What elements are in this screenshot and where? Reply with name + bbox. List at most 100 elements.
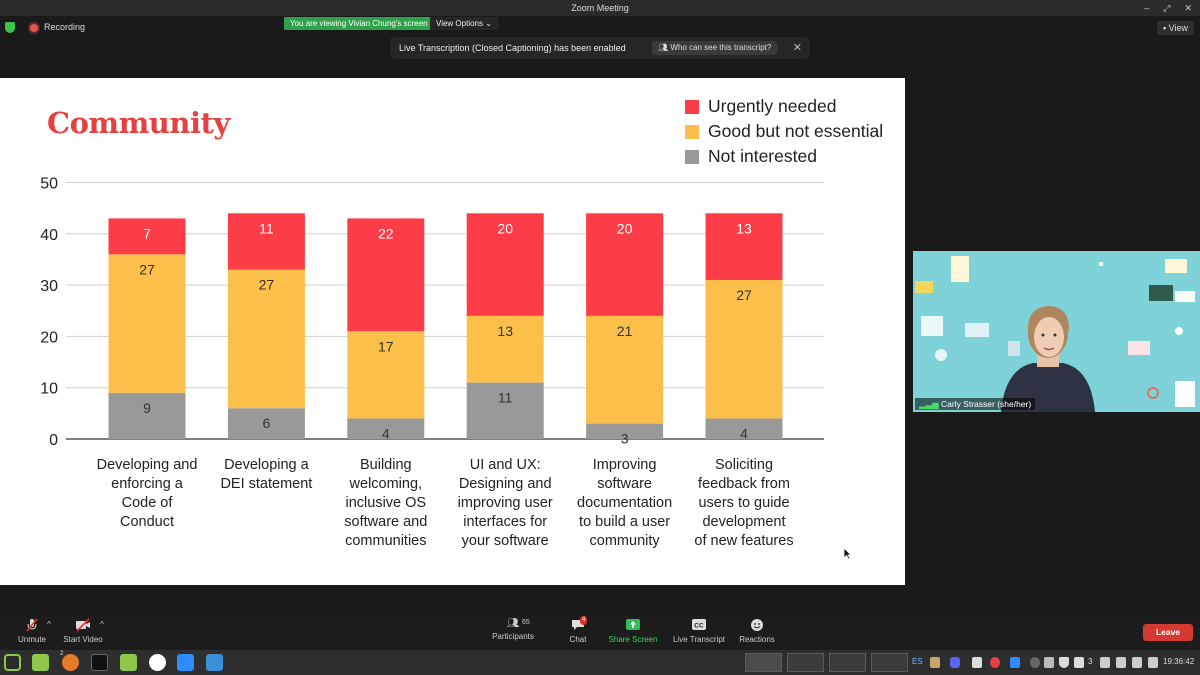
participants-count: 65 xyxy=(522,619,530,626)
people-icon: 👥︎ xyxy=(658,43,671,52)
participant-video-tile[interactable]: ▂▃▅ Carly Strasser (she/her) xyxy=(913,251,1200,412)
bar-segment xyxy=(586,213,664,316)
bar-data-label: 11 xyxy=(498,390,513,406)
leave-button[interactable]: Leave xyxy=(1143,624,1193,641)
keyboard-layout[interactable]: ES xyxy=(912,657,923,666)
legend-swatch-not-interested xyxy=(685,149,699,164)
x-category-label: users to guide xyxy=(698,495,789,511)
bar-segment xyxy=(108,392,186,439)
close-icon[interactable]: ✕ xyxy=(792,42,802,54)
x-category-label: communities xyxy=(345,533,426,549)
window-title: Zoom Meeting xyxy=(571,3,629,13)
screenshot-icon[interactable] xyxy=(206,654,223,671)
view-options-button[interactable]: View Options ⌄ xyxy=(430,17,498,30)
bar-data-label: 20 xyxy=(617,220,633,236)
toast-message: Live Transcription (Closed Captioning) h… xyxy=(399,43,626,53)
live-transcript-button[interactable]: CC Live Transcript xyxy=(668,618,730,644)
firefox-icon[interactable] xyxy=(62,654,79,671)
workspace-2[interactable] xyxy=(787,653,824,672)
legend-label: Not interested xyxy=(708,146,817,166)
participants-button[interactable]: 👥︎ 65 Participants xyxy=(488,618,538,641)
participants-label: Participants xyxy=(492,632,534,641)
shield-tray-icon[interactable] xyxy=(1059,657,1069,668)
legend-swatch-urgent xyxy=(685,99,699,114)
tray-count: 3 xyxy=(1088,657,1093,666)
x-category-label: Soliciting xyxy=(715,457,773,473)
participants-icon: 👥︎ xyxy=(506,618,520,629)
window-controls: – ⤢ ✕ xyxy=(1144,0,1192,16)
terminal-icon[interactable] xyxy=(91,654,108,671)
rocket-icon[interactable] xyxy=(1074,657,1084,668)
x-category-label: Improving xyxy=(593,457,657,473)
unmute-button[interactable]: Unmute xyxy=(14,618,50,644)
y-tick-label: 20 xyxy=(40,329,58,346)
start-video-button[interactable]: Start Video xyxy=(60,618,106,644)
restore-button[interactable]: ⤢ xyxy=(1163,3,1171,13)
folder-icon[interactable] xyxy=(120,654,137,671)
view-button[interactable]: ▪ View xyxy=(1156,21,1194,35)
start-video-label: Start Video xyxy=(63,635,103,644)
update-icon[interactable] xyxy=(1030,657,1040,668)
copy-icon[interactable] xyxy=(1044,657,1054,668)
x-category-label: development xyxy=(702,514,785,530)
x-category-label: to build a user xyxy=(579,514,670,530)
workspace-1[interactable] xyxy=(745,653,782,672)
files-icon[interactable] xyxy=(32,654,49,671)
bar-data-label: 6 xyxy=(263,415,271,431)
clipboard-icon[interactable] xyxy=(930,657,940,668)
volume-icon[interactable] xyxy=(1132,657,1142,668)
video-options-caret[interactable]: ^ xyxy=(100,620,104,629)
slack-tray-icon[interactable] xyxy=(972,657,982,668)
network-icon[interactable] xyxy=(1100,657,1110,668)
bar-data-label: 4 xyxy=(740,425,748,441)
participant-name: Carly Strasser (she/her) xyxy=(940,399,1032,409)
wifi-icon[interactable] xyxy=(1116,657,1126,668)
bar-data-label: 21 xyxy=(617,323,633,339)
notification-icon[interactable] xyxy=(990,657,1000,668)
x-category-label: enforcing a xyxy=(111,476,184,492)
svg-text:CC: CC xyxy=(694,623,704,630)
chart-legend: Urgently needed Good but not essential N… xyxy=(685,94,883,169)
battery-icon[interactable] xyxy=(1148,657,1158,668)
signal-bars-icon: ▂▃▅ xyxy=(919,399,941,409)
chat-button[interactable]: 4 Chat xyxy=(563,616,593,644)
minimize-button[interactable]: – xyxy=(1144,3,1150,13)
mouse-cursor-icon xyxy=(843,547,852,560)
smiley-icon xyxy=(751,619,763,631)
chat-label: Chat xyxy=(569,635,587,644)
who-can-see-transcript-button[interactable]: 👥︎ Who can see this transcript? xyxy=(652,41,778,55)
bar-data-label: 20 xyxy=(497,220,513,236)
view-button-label: View xyxy=(1168,23,1188,33)
discord-icon[interactable] xyxy=(950,657,960,668)
x-category-label: Developing and xyxy=(97,457,198,473)
bar-segment xyxy=(466,315,544,383)
slack-icon[interactable] xyxy=(149,654,166,671)
bar-data-label: 22 xyxy=(378,225,394,241)
y-tick-label: 40 xyxy=(40,227,58,244)
unmute-label: Unmute xyxy=(17,635,46,644)
y-tick-label: 50 xyxy=(40,176,58,193)
audio-options-caret[interactable]: ^ xyxy=(47,620,51,629)
toast-link-label: Who can see this transcript? xyxy=(670,43,772,52)
bar-data-label: 4 xyxy=(382,425,390,441)
zoom-tray-icon[interactable] xyxy=(1010,657,1020,668)
start-menu-icon[interactable] xyxy=(4,654,21,671)
chat-badge: 4 xyxy=(580,616,588,625)
security-shield-icon[interactable] xyxy=(5,22,15,33)
close-window-button[interactable]: ✕ xyxy=(1184,3,1192,13)
zoom-icon[interactable] xyxy=(177,654,194,671)
bar-segment xyxy=(586,423,664,439)
x-category-label: inclusive OS xyxy=(346,495,427,511)
bar-data-label: 7 xyxy=(143,225,151,241)
workspace-3[interactable] xyxy=(829,653,866,672)
workspace-4[interactable] xyxy=(871,653,908,672)
bar-data-label: 13 xyxy=(736,220,752,236)
recording-dot-icon xyxy=(30,24,38,32)
bar-segment xyxy=(108,218,186,255)
share-screen-button[interactable]: Share Screen xyxy=(604,618,662,644)
video-feed-image xyxy=(913,251,1200,412)
bar-segment xyxy=(705,279,783,419)
legend-label: Good but not essential xyxy=(708,121,884,141)
clock[interactable]: 19:36:42 xyxy=(1163,657,1195,666)
reactions-button[interactable]: Reactions xyxy=(736,618,778,644)
